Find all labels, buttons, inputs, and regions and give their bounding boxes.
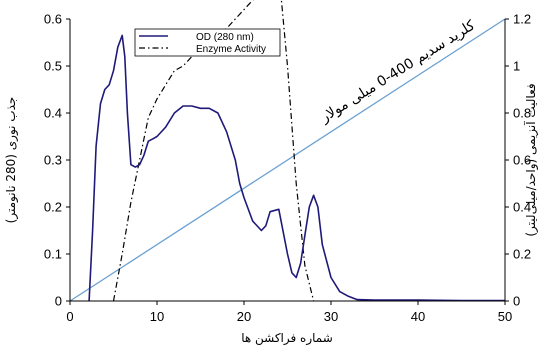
enzyme-activity-series-line [112,0,315,302]
series-layer [69,0,506,302]
legend-label-enzyme: Enzyme Activity [196,44,266,55]
legend: OD (280 nm) Enzyme Activity [134,28,281,57]
y-right-tick-label: 0.4 [513,200,531,215]
x-tick-label: 30 [324,309,338,324]
y-right-tick-label: 0.2 [513,247,531,262]
ticks-layer: 0 10 20 30 40 5000.10.20.30.40.50.600.20.40.6… [44,12,531,325]
y-right-tick-label: 0.6 [513,153,531,168]
y-right-tick-label: 0.8 [513,106,531,121]
y-left-tick-label: 0.2 [44,200,62,215]
y-left-tick-label: 0 [55,294,62,309]
y-axis-right-title: فعالیت آنزیمی (واحد/میلی‌لیتر) [523,83,539,236]
y-left-tick-label: 0.4 [44,106,62,121]
x-axis-title: شماره فراکشن ها [241,331,333,346]
y-left-tick-label: 0.3 [44,153,62,168]
nacl-gradient-line [69,18,506,302]
x-tick-label: 40 [411,309,425,324]
y-right-tick-label: 1.2 [513,12,531,27]
legend-box [134,28,281,57]
y-left-tick-label: 0.5 [44,59,62,74]
legend-label-od: OD (280 nm) [196,32,254,43]
od-series-line [88,34,505,302]
y-right-tick-label: 0 [513,294,520,309]
x-tick-label: 50 [498,309,512,324]
y-right-tick-label: 1 [513,59,520,74]
y-left-tick-label: 0.6 [44,12,62,27]
y-left-tick-label: 0.1 [44,247,62,262]
x-tick-label: 10 [150,309,164,324]
y-axis-left-title: جذب نوری (280 نانومتر) [4,97,19,224]
x-tick-label: 0 [66,309,73,324]
x-tick-label: 20 [237,309,251,324]
